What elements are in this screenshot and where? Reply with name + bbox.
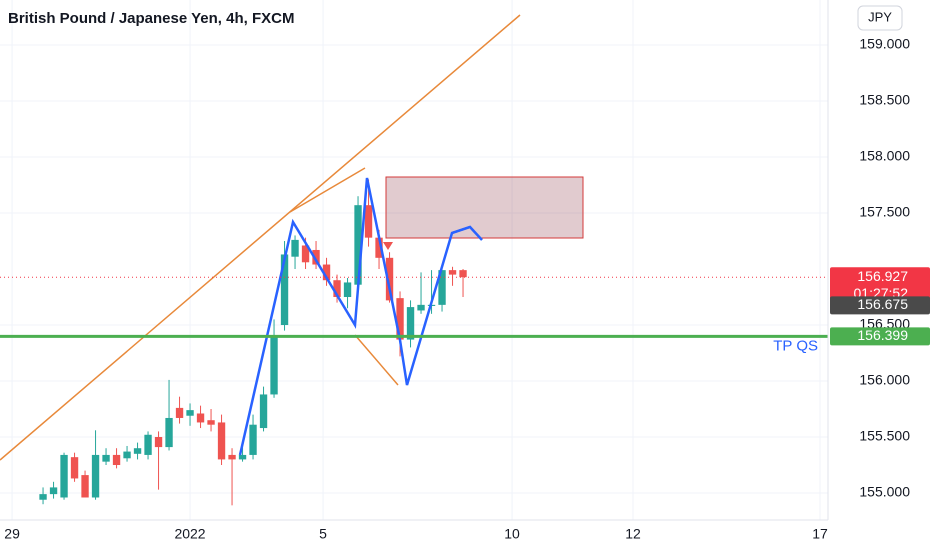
- zone-rectangle: [385, 176, 584, 239]
- candle-body: [112, 454, 121, 466]
- candle-body: [228, 454, 236, 460]
- candle-body: [364, 205, 373, 238]
- x-tick-label: 12: [625, 526, 641, 542]
- candle-body: [154, 437, 163, 448]
- candle-body: [459, 270, 467, 278]
- candle-body: [448, 270, 457, 275]
- candle-body: [196, 413, 205, 423]
- candle-body: [144, 434, 152, 455]
- candle-body: [60, 454, 68, 498]
- candle-body: [270, 335, 278, 395]
- y-tick-label: 156.000: [859, 372, 910, 388]
- y-tick-label: 158.000: [859, 148, 910, 164]
- candle-body: [354, 205, 362, 285]
- last-price-box: [830, 267, 930, 306]
- line-price-box: [830, 327, 930, 346]
- x-tick-label: 29: [4, 526, 20, 542]
- y-tick-label: 155.500: [859, 428, 910, 444]
- x-tick-label: 17: [812, 526, 828, 542]
- candle-body: [133, 448, 142, 454]
- signal-marker: [383, 242, 393, 250]
- candle-body: [280, 254, 289, 326]
- candle-body: [406, 307, 415, 340]
- candle-body: [165, 417, 173, 448]
- overlays: TP QS: [0, 276, 828, 354]
- chart-title: British Pound / Japanese Yen, 4h, FXCM: [8, 10, 294, 27]
- candle-body: [312, 249, 320, 265]
- candle-body: [39, 494, 47, 500]
- trend-line: [289, 167, 366, 213]
- trend-line: [0, 14, 521, 461]
- candle-body: [238, 454, 247, 460]
- candle-body: [385, 257, 394, 301]
- y-tick-label: 158.500: [859, 92, 910, 108]
- candles: [39, 179, 467, 506]
- candle-body: [123, 451, 131, 459]
- line-label: TP QS: [773, 337, 818, 354]
- candle-body: [249, 424, 257, 455]
- candle-body: [175, 407, 184, 418]
- candle-body: [49, 487, 58, 495]
- candle-body: [102, 454, 110, 462]
- candle-body: [417, 304, 425, 311]
- x-tick-label: 5: [319, 526, 327, 542]
- x-tick-label: 2022: [174, 526, 205, 542]
- marker-price-box: [830, 296, 930, 315]
- candle-body: [91, 454, 100, 498]
- trend-line: [354, 334, 399, 386]
- last-price-label: 156.927: [857, 268, 908, 284]
- candle-body: [343, 282, 352, 298]
- candle-body: [333, 280, 341, 298]
- y-tick-label: 155.000: [859, 484, 910, 500]
- y-tick-label: 159.000: [859, 36, 910, 52]
- currency-label[interactable]: JPY: [868, 9, 892, 24]
- drawings: [0, 14, 584, 461]
- candle-body: [81, 475, 89, 498]
- candle-body: [70, 457, 79, 479]
- arrow-head: [451, 225, 483, 241]
- zigzag: [238, 177, 471, 456]
- y-tick-label: 157.500: [859, 204, 910, 220]
- candle-body: [217, 422, 226, 460]
- marker-price-label: 156.675: [857, 296, 908, 312]
- grid: [0, 0, 828, 520]
- currency-button[interactable]: [857, 5, 903, 31]
- candle-body: [301, 245, 310, 263]
- axes: 155.000155.500156.000156.500157.500158.0…: [4, 36, 930, 542]
- candle-body: [375, 237, 383, 258]
- x-tick-label: 10: [504, 526, 520, 542]
- candle-body: [259, 394, 268, 429]
- candle-body: [207, 420, 215, 425]
- candle-body: [322, 264, 331, 281]
- candle-body: [186, 410, 194, 416]
- candle-body: [438, 270, 446, 305]
- candle-body: [396, 298, 404, 340]
- pattern: [238, 177, 483, 456]
- candle-body: [291, 239, 299, 257]
- line-price-label: 156.399: [857, 327, 908, 343]
